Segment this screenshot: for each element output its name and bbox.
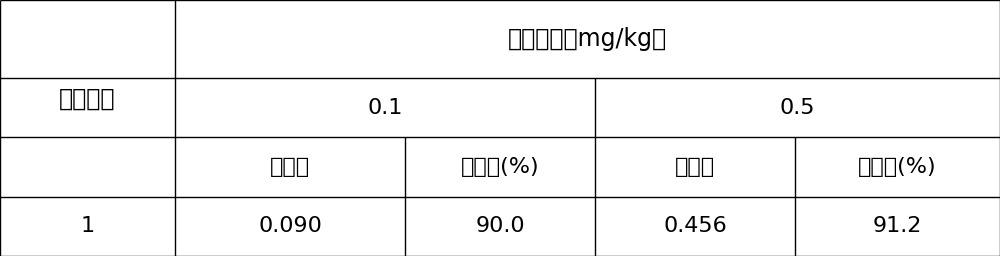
Text: 回收率(%): 回收率(%) <box>461 157 539 177</box>
Text: 添加水平（mg/kg）: 添加水平（mg/kg） <box>508 27 667 51</box>
Text: 回收率(%): 回收率(%) <box>858 157 937 177</box>
Text: 0.456: 0.456 <box>663 216 727 236</box>
Text: 测定值: 测定值 <box>270 157 310 177</box>
Text: 91.2: 91.2 <box>873 216 922 236</box>
Text: 测定值: 测定值 <box>675 157 715 177</box>
Text: 0.5: 0.5 <box>780 98 815 118</box>
Text: 90.0: 90.0 <box>475 216 525 236</box>
Text: 1: 1 <box>80 216 95 236</box>
Text: 重复次数: 重复次数 <box>59 86 116 110</box>
Text: 0.090: 0.090 <box>258 216 322 236</box>
Text: 0.1: 0.1 <box>367 98 403 118</box>
